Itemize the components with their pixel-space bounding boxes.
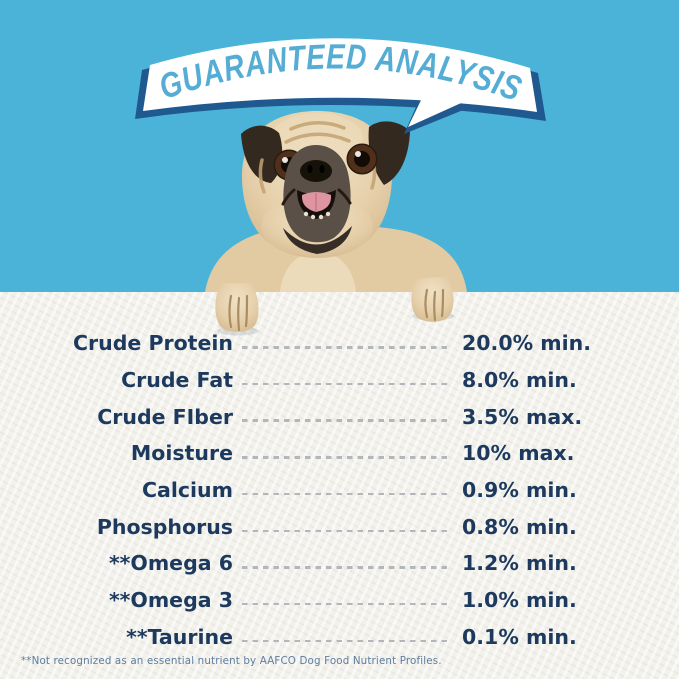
- nutrient-value: 8.0% min.: [462, 368, 577, 393]
- nutrient-row: Crude Protein 20.0% min.: [0, 325, 679, 362]
- nutrient-label: Phosphorus: [96, 514, 233, 539]
- nutrient-label: **Omega 6: [108, 551, 233, 576]
- nutrient-label: Calcium: [141, 478, 233, 503]
- nutrient-row: Crude FIber 3.5% max.: [0, 398, 679, 435]
- dotted-leader: [242, 346, 452, 349]
- nutrient-row: Moisture 10% max.: [0, 435, 679, 472]
- pug-body-and-head: [205, 111, 467, 292]
- guaranteed-analysis-table: Crude Protein 20.0% min. Crude Fat 8.0% …: [0, 325, 679, 655]
- nutrient-value: 10% max.: [462, 441, 575, 466]
- nutrient-label: Crude Fat: [121, 368, 233, 393]
- dotted-leader: [242, 456, 452, 459]
- nutrient-row: Phosphorus 0.8% min.: [0, 508, 679, 545]
- nutrient-value: 0.1% min.: [462, 624, 577, 649]
- dotted-leader: [242, 639, 452, 643]
- guaranteed-analysis-banner: GUARANTEED ANALYSIS: [135, 37, 546, 134]
- pug-ear-left: [241, 125, 283, 183]
- nutrient-value: 20.0% min.: [462, 331, 592, 356]
- nutrient-value: 1.2% min.: [462, 551, 577, 576]
- nutrient-label: **Taurine: [126, 624, 233, 649]
- nutrient-row: Crude Fat 8.0% min.: [0, 362, 679, 399]
- footnote: **Not recognized as an essential nutrien…: [21, 655, 442, 667]
- dotted-leader: [242, 529, 452, 533]
- nutrient-label: **Omega 3: [108, 588, 233, 613]
- nutrient-label: Crude FIber: [97, 404, 233, 429]
- nutrient-value: 1.0% min.: [462, 588, 577, 613]
- pug-paw-right: [411, 277, 454, 322]
- nutrient-value: 0.8% min.: [462, 514, 577, 539]
- pug-paw-left: [215, 283, 259, 336]
- dotted-leader: [242, 566, 452, 569]
- nutrient-row: **Taurine 0.1% min.: [0, 619, 679, 656]
- dotted-leader: [242, 382, 452, 386]
- nutrient-row: Calcium 0.9% min.: [0, 472, 679, 509]
- nutrient-value: 0.9% min.: [462, 478, 577, 503]
- nutrient-label: Crude Protein: [72, 331, 233, 356]
- nutrient-value: 3.5% max.: [462, 404, 583, 429]
- dotted-leader: [242, 492, 452, 496]
- pug-nose: [300, 160, 332, 182]
- pug-ear-right: [368, 121, 410, 185]
- nutrient-row: **Omega 3 1.0% min.: [0, 582, 679, 619]
- nutrient-label: Moisture: [130, 441, 233, 466]
- nutrient-row: **Omega 6 1.2% min.: [0, 545, 679, 582]
- paper-background: [0, 292, 679, 679]
- dotted-leader: [242, 602, 452, 606]
- dotted-leader: [242, 419, 452, 422]
